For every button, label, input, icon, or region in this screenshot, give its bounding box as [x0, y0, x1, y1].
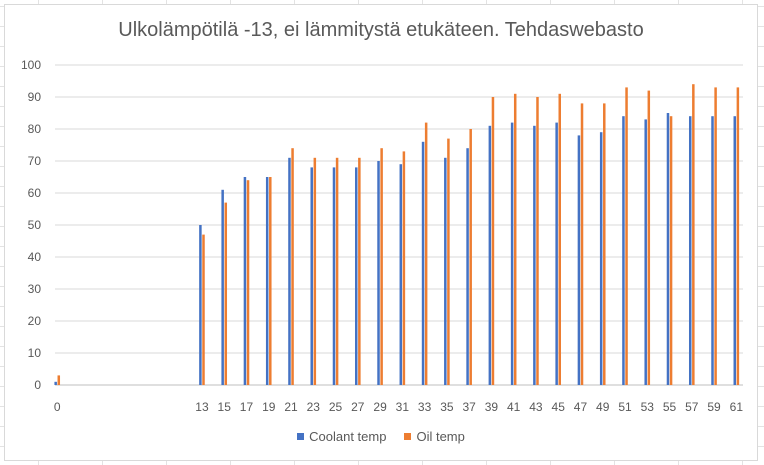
legend-swatch-oil: [404, 433, 412, 440]
bar-oil-21: [291, 148, 294, 385]
x-tick-label-61: 61: [730, 400, 744, 414]
bar-coolant-55: [666, 113, 670, 385]
y-tick-label-60: 60: [28, 186, 42, 200]
bar-oil-13: [202, 234, 205, 385]
bar-coolant-29: [377, 161, 380, 385]
legend-label-oil: Oil temp: [416, 429, 465, 444]
bar-oil-45: [558, 93, 561, 386]
bar-oil-25: [335, 157, 339, 385]
x-tick-label-53: 53: [641, 400, 655, 414]
bar-coolant-51: [622, 116, 625, 385]
bar-oil-27: [358, 157, 361, 385]
y-tick-label-100: 100: [21, 58, 41, 72]
bar-oil-43: [536, 97, 539, 385]
x-tick-label-59: 59: [707, 400, 721, 414]
y-tick-label-70: 70: [28, 154, 42, 168]
bar-coolant-35: [444, 157, 447, 385]
x-tick-label-19: 19: [262, 400, 276, 414]
bar-coolant-13: [199, 225, 202, 385]
legend-swatch-coolant: [297, 433, 305, 440]
x-tick-label-49: 49: [596, 400, 610, 414]
y-tick-label-30: 30: [28, 282, 42, 296]
bar-coolant-19: [265, 177, 269, 385]
bar-oil-51: [625, 87, 628, 386]
y-tick-label-90: 90: [28, 90, 42, 104]
bar-coolant-45: [555, 122, 558, 385]
bar-oil-39: [491, 97, 495, 385]
bar-coolant-39: [488, 125, 492, 386]
bar-oil-35: [447, 138, 450, 385]
x-tick-label-51: 51: [618, 400, 632, 414]
bar-oil-47: [580, 103, 584, 386]
x-tick-label-15: 15: [218, 400, 232, 414]
bar-oil-23: [313, 157, 317, 385]
bar-coolant-17: [243, 177, 247, 385]
plot-area: 0 10 20 30 40 50 60 70 80 90 100 0 13 15 17 19 21 23 25 27 2…: [21, 58, 744, 414]
bar-coolant-23: [310, 167, 313, 385]
bar-coolant-0: [54, 381, 57, 385]
bar-oil-33: [424, 122, 428, 385]
bar-oil-59: [714, 87, 717, 386]
x-tick-label-21: 21: [284, 400, 298, 414]
bar-coolant-33: [421, 141, 425, 385]
x-tick-label-55: 55: [663, 400, 677, 414]
legend-label-coolant: Coolant temp: [309, 429, 387, 444]
y-tick-label-80: 80: [28, 122, 42, 136]
y-tick-label-10: 10: [28, 346, 42, 360]
y-tick-label-0: 0: [34, 378, 41, 392]
bar-oil-19: [269, 177, 272, 385]
x-tick-label-29: 29: [373, 400, 387, 414]
x-tick-label-57: 57: [685, 400, 699, 414]
x-tick-label-39: 39: [485, 400, 499, 414]
bar-coolant-31: [399, 164, 403, 385]
bar-coolant-21: [288, 157, 291, 385]
x-tick-label-27: 27: [351, 400, 365, 414]
x-tick-label-45: 45: [552, 400, 566, 414]
bar-coolant-49: [599, 132, 603, 385]
bar-oil-29: [380, 148, 383, 385]
bar-coolant-41: [510, 122, 514, 385]
bar-oil-41: [513, 93, 517, 386]
x-tick-label-33: 33: [418, 400, 432, 414]
x-tick-label-25: 25: [329, 400, 343, 414]
bar-oil-31: [402, 151, 406, 385]
bar-coolant-61: [733, 116, 737, 385]
x-tick-label-23: 23: [307, 400, 321, 414]
chart-title: Ulkolämpötilä -13, ei lämmitystä etukäte…: [118, 19, 644, 41]
bar-oil-37: [469, 129, 472, 385]
legend-item-oil[interactable]: Oil temp: [404, 429, 465, 444]
x-tick-label-31: 31: [396, 400, 410, 414]
bar-coolant-57: [688, 116, 692, 385]
x-tick-label-17: 17: [240, 400, 254, 414]
y-tick-label-20: 20: [28, 314, 42, 328]
legend-item-coolant[interactable]: Coolant temp: [297, 429, 386, 444]
bar-coolant-53: [644, 119, 647, 386]
bar-oil-15: [224, 202, 228, 385]
bar-oil-57: [692, 84, 695, 385]
bar-coolant-37: [466, 148, 469, 385]
bar-oil-53: [647, 90, 651, 385]
x-tick-label-47: 47: [574, 400, 588, 414]
bar-oil-61: [736, 87, 740, 386]
bar-coolant-47: [577, 135, 581, 385]
x-tick-label-43: 43: [529, 400, 543, 414]
legend[interactable]: Coolant temp Oil temp: [5, 429, 757, 444]
y-tick-label-50: 50: [28, 218, 42, 232]
y-tick-label-40: 40: [28, 250, 42, 264]
x-tick-label-0: 0: [54, 400, 61, 414]
x-tick-label-35: 35: [440, 400, 454, 414]
bar-coolant-43: [533, 125, 536, 386]
bar-coolant-15: [221, 189, 224, 385]
bar-oil-17: [246, 180, 250, 385]
bar-coolant-25: [332, 167, 336, 385]
x-tick-label-13: 13: [195, 400, 209, 414]
bar-oil-55: [669, 116, 673, 385]
x-tick-label-41: 41: [507, 400, 521, 414]
chart-area[interactable]: Ulkolämpötilä -13, ei lämmitystä etukäte…: [4, 4, 758, 461]
bar-oil-0: [57, 375, 61, 385]
bar-oil-49: [603, 103, 606, 386]
bar-coolant-59: [711, 116, 714, 385]
bar-coolant-27: [355, 167, 358, 385]
x-tick-label-37: 37: [462, 400, 476, 414]
